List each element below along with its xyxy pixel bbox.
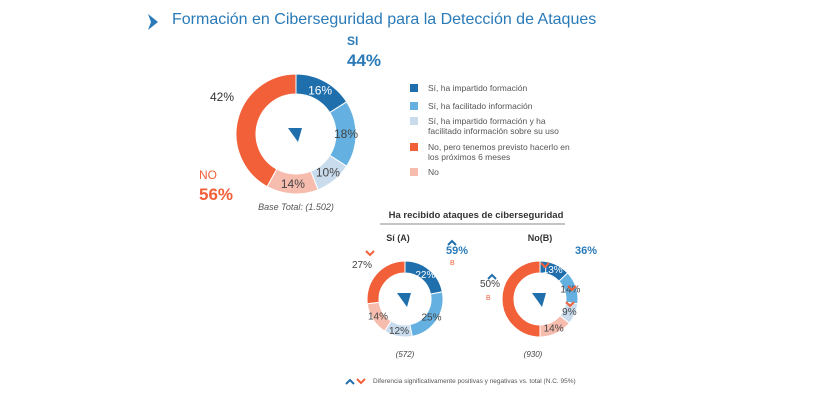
slice-label: 13% bbox=[543, 265, 563, 276]
page-title: Formación en Ciberseguridad para la Dete… bbox=[172, 11, 597, 28]
legend-label: Sí, ha impartido formación bbox=[428, 83, 528, 93]
slice-label: 16% bbox=[308, 83, 332, 97]
slice-label: 14% bbox=[544, 323, 564, 334]
subtitle: Ha recibido ataques de ciberseguridad bbox=[389, 210, 564, 221]
no-total: 56% bbox=[199, 185, 233, 204]
legend-label: Sí, ha facilitado información bbox=[428, 101, 533, 111]
donut-slice bbox=[501, 260, 541, 338]
legend-swatch bbox=[410, 102, 418, 110]
base-label: (930) bbox=[524, 350, 543, 359]
slice-label: 9% bbox=[562, 307, 577, 318]
si-total: 44% bbox=[347, 51, 381, 70]
legend-label: No, pero tenemos previsto hacerlo en los… bbox=[428, 142, 570, 162]
si-total: 36% bbox=[575, 245, 597, 257]
bracket-arrow bbox=[397, 293, 411, 307]
down-arrow-icon bbox=[365, 250, 375, 257]
slice-label: 12% bbox=[389, 326, 409, 337]
up-arrow-icon bbox=[345, 378, 355, 385]
significance-letter: B bbox=[450, 260, 455, 267]
no-label: NO bbox=[199, 168, 217, 182]
legend-item: Sí, ha facilitado información bbox=[410, 101, 532, 111]
legend-swatch bbox=[410, 84, 418, 92]
down-arrow-icon bbox=[356, 378, 366, 385]
slice-label: 10% bbox=[316, 166, 340, 180]
legend-label: No bbox=[428, 167, 439, 177]
si-label: SI bbox=[347, 34, 358, 48]
slice-label: 22% bbox=[415, 270, 435, 281]
bracket-arrow bbox=[288, 128, 302, 142]
chart-title: No(B) bbox=[528, 233, 553, 243]
footnote: Diferencia significativamente positivas … bbox=[373, 378, 576, 385]
slice-label: 50% bbox=[480, 279, 500, 290]
chevron-icon bbox=[148, 14, 158, 30]
down-arrow-icon bbox=[540, 262, 550, 269]
bracket-arrow bbox=[532, 293, 546, 307]
legend-swatch bbox=[410, 143, 418, 151]
si-total: 59% bbox=[446, 245, 468, 257]
legend-item: No bbox=[410, 167, 439, 177]
base-label: Base Total: (1.502) bbox=[258, 202, 334, 212]
slice-label: 27% bbox=[352, 260, 372, 271]
slice-label: 42% bbox=[210, 90, 234, 104]
slice-label: 25% bbox=[421, 312, 441, 323]
down-arrow-icon bbox=[567, 285, 577, 292]
slice-label: 14% bbox=[560, 285, 580, 296]
chart-title: Sí (A) bbox=[386, 233, 410, 243]
up-arrow-icon bbox=[487, 273, 497, 280]
legend-item: Sí, ha impartido formación y ha facilita… bbox=[410, 116, 578, 136]
legend-item: Sí, ha impartido formación bbox=[410, 83, 527, 93]
significance-letter: B bbox=[486, 295, 491, 302]
donut-slice bbox=[235, 73, 297, 188]
donut-slice bbox=[366, 260, 406, 305]
legend-label: Sí, ha impartido formación y ha facilita… bbox=[428, 116, 559, 136]
slice-label: 14% bbox=[368, 312, 388, 323]
down-arrow-icon bbox=[565, 301, 575, 308]
legend-item: No, pero tenemos previsto hacerlo en los… bbox=[410, 142, 578, 162]
up-arrow-icon bbox=[447, 239, 457, 246]
slice-label: 14% bbox=[281, 177, 305, 191]
slice-label: 18% bbox=[334, 127, 358, 141]
base-label: (572) bbox=[396, 350, 415, 359]
legend-swatch bbox=[410, 168, 418, 176]
legend-swatch bbox=[410, 117, 418, 125]
